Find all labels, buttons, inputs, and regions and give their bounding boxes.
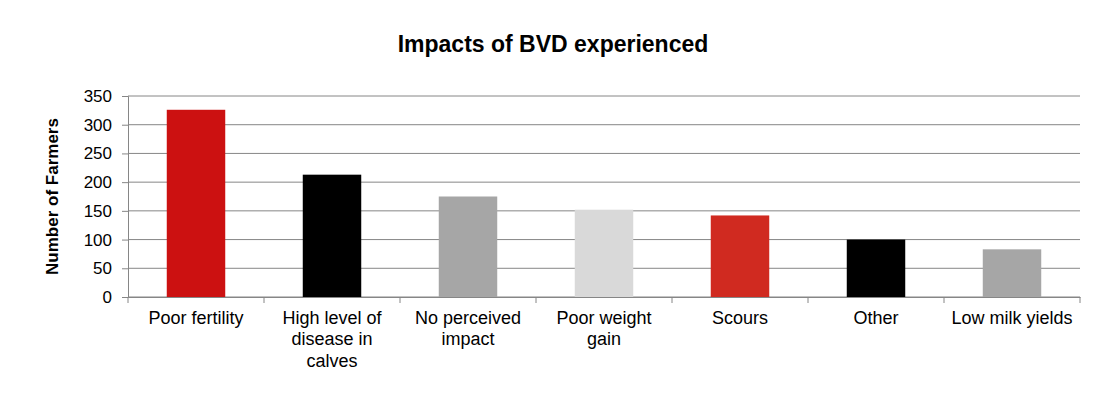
x-tick-label: Poor weightgain	[556, 308, 651, 350]
x-tick: Other	[853, 297, 898, 328]
bar	[575, 210, 633, 297]
y-tick: 0	[103, 288, 128, 307]
y-tick-mark	[122, 240, 128, 241]
x-tick: Poor weightgain	[556, 297, 651, 349]
x-tick-label: Poor fertility	[148, 308, 243, 328]
category-separator	[128, 297, 129, 303]
category-separator	[808, 297, 809, 303]
x-tick-label: Scours	[712, 308, 768, 328]
y-tick-mark	[122, 125, 128, 126]
y-tick: 50	[93, 259, 128, 278]
category-separator	[536, 297, 537, 303]
y-tick-label: 200	[84, 173, 112, 192]
bar	[167, 110, 225, 297]
x-axis-line	[129, 297, 1081, 298]
bar	[983, 249, 1041, 297]
bar	[439, 197, 497, 298]
x-tick-label-line: No perceived	[415, 308, 521, 328]
y-tick-label: 50	[93, 259, 112, 278]
grid	[128, 96, 1080, 297]
x-tick: Low milk yields	[951, 297, 1072, 328]
x-tick-label-line: Poor fertility	[148, 308, 243, 328]
y-tick-label: 250	[84, 144, 112, 163]
category-separator	[264, 297, 265, 303]
y-axis: 0 50 100 150 200 250 300 350	[84, 87, 129, 307]
plot: 0 50 100 150 200 250 300 350 Poor fertility High …	[84, 87, 1081, 371]
category-separator	[672, 297, 673, 303]
x-tick-label-line: High level of	[282, 308, 382, 328]
grid-line	[128, 96, 1080, 97]
y-tick-mark	[122, 153, 128, 154]
y-tick-mark	[122, 96, 128, 97]
bars	[167, 110, 1041, 297]
x-tick-label-line: impact	[441, 329, 494, 349]
y-tick-label: 0	[103, 288, 112, 307]
x-tick-label-line: gain	[587, 329, 621, 349]
x-tick-label: Other	[853, 308, 898, 328]
y-tick-mark	[122, 182, 128, 183]
x-tick-label-line: Other	[853, 308, 898, 328]
x-tick-label: High level ofdisease incalves	[282, 308, 382, 371]
category-separator	[1080, 297, 1081, 303]
category-separator	[400, 297, 401, 303]
x-separators	[128, 297, 1080, 303]
y-tick: 350	[84, 87, 128, 106]
x-tick: Scours	[712, 297, 768, 328]
y-tick-label: 350	[84, 87, 112, 106]
chart: Impacts of BVD experienced Number of Farm…	[0, 0, 1106, 420]
bar	[711, 215, 769, 297]
x-tick-label-line: Poor weight	[556, 308, 651, 328]
x-tick: Poor fertility	[148, 297, 243, 328]
bar	[847, 240, 905, 297]
y-tick: 100	[84, 231, 128, 250]
y-tick-label: 150	[84, 202, 112, 221]
y-tick-label: 100	[84, 231, 112, 250]
y-tick-label: 300	[84, 116, 112, 135]
x-tick-label-line: Low milk yields	[951, 308, 1072, 328]
category-separator	[944, 297, 945, 303]
x-tick-label-line: calves	[306, 351, 357, 371]
bar	[303, 175, 361, 297]
y-tick-mark	[122, 211, 128, 212]
x-tick: No perceivedimpact	[415, 297, 521, 349]
x-tick-label-line: disease in	[291, 329, 372, 349]
y-axis-title: Number of Farmers	[43, 118, 62, 275]
y-tick-mark	[122, 297, 128, 298]
x-axis: Poor fertility High level ofdisease incal…	[129, 297, 1081, 371]
title: Impacts of BVD experienced	[398, 31, 709, 57]
grid-line	[128, 124, 1080, 125]
y-tick-mark	[122, 268, 128, 269]
grid-line	[128, 182, 1080, 183]
y-tick: 200	[84, 173, 128, 192]
x-tick-label: Low milk yields	[951, 308, 1072, 328]
x-tick-label: No perceivedimpact	[415, 308, 521, 350]
y-tick: 250	[84, 144, 128, 163]
y-tick: 150	[84, 202, 128, 221]
x-tick-label-line: Scours	[712, 308, 768, 328]
grid-line	[128, 153, 1080, 154]
y-axis-line	[122, 97, 129, 298]
y-tick: 300	[84, 116, 128, 135]
x-tick: High level ofdisease incalves	[282, 297, 382, 371]
